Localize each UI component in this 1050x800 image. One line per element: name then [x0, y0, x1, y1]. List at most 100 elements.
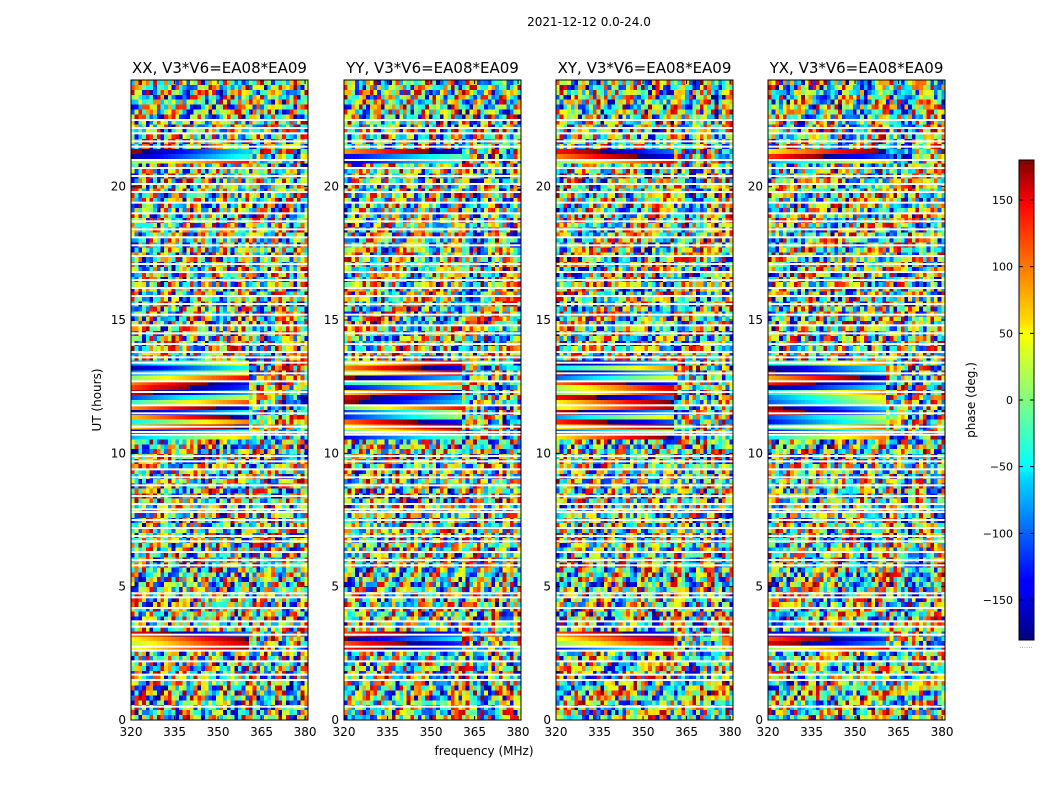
- phase-raster-yy: [344, 80, 521, 720]
- y-tick-label: 20: [536, 180, 551, 194]
- flagged-row-35: [131, 372, 308, 375]
- flagged-row-20: [768, 508, 945, 511]
- flagged-row-61: [768, 145, 945, 148]
- x-tick-label: 365: [675, 725, 698, 739]
- flagged-row-12: [768, 564, 945, 567]
- y-tick-label: 10: [536, 446, 551, 460]
- flagged-row-45: [768, 287, 945, 289]
- flagged-row-17: [344, 527, 521, 529]
- flagged-row-48: [344, 263, 521, 265]
- flagged-row-5: [131, 645, 308, 648]
- flagged-row-35: [344, 372, 521, 375]
- flagged-row-31: [344, 412, 521, 415]
- flagged-row-47: [131, 271, 308, 273]
- flagged-row-10: [344, 596, 521, 599]
- flagged-row-65: [768, 119, 945, 121]
- flagged-row-46: [556, 279, 733, 281]
- flagged-row-56: [768, 191, 945, 193]
- flagged-row-55: [768, 201, 945, 204]
- flagged-row-41: [344, 324, 521, 327]
- panel-xx: XX, V3*V6=EA08*EA09 320 335 350 365 380 0 5 10 15…: [111, 59, 317, 739]
- flagged-row-24: [556, 476, 733, 479]
- flagged-row-39: [768, 343, 945, 345]
- flagged-row-45: [556, 287, 733, 289]
- flagged-row-10: [556, 596, 733, 599]
- flagged-row-24: [131, 476, 308, 479]
- flagged-row-30: [768, 425, 945, 428]
- flagged-row-1: [131, 679, 308, 681]
- flagged-row-32: [556, 404, 733, 407]
- flagged-row-59: [556, 167, 733, 169]
- flagged-row-52: [556, 228, 733, 231]
- flagged-row-48: [768, 263, 945, 265]
- flagged-row-14: [556, 551, 733, 553]
- flagged-row-44: [768, 295, 945, 297]
- flagged-row-30: [131, 425, 308, 428]
- flagged-row-1: [556, 679, 733, 681]
- flagged-row-14: [344, 551, 521, 553]
- flagged-row-47: [556, 271, 733, 273]
- x-tick-label: 335: [163, 725, 186, 739]
- flagged-row-11: [344, 592, 521, 595]
- flagged-row-6: [344, 633, 521, 636]
- flagged-row-62: [131, 140, 308, 143]
- flagged-row-14: [768, 551, 945, 553]
- y-tick-label: 5: [755, 580, 763, 594]
- x-tick-label: 335: [376, 725, 399, 739]
- flagged-row-63: [344, 132, 521, 135]
- x-tick-label: 335: [800, 725, 823, 739]
- flagged-row-8: [556, 620, 733, 623]
- flagged-row-41: [556, 324, 733, 327]
- flagged-row-48: [131, 263, 308, 265]
- flagged-row-62: [344, 140, 521, 143]
- flagged-row-15: [131, 540, 308, 543]
- panel-xy: XY, V3*V6=EA08*EA09 320 335 350 365 380 0 5 10 15…: [536, 59, 742, 739]
- x-tick-label: 320: [757, 725, 780, 739]
- flagged-row-17: [768, 527, 945, 529]
- flagged-row-8: [131, 620, 308, 623]
- flagged-row-13: [344, 559, 521, 561]
- flagged-row-57: [768, 183, 945, 185]
- flagged-row-24: [768, 476, 945, 479]
- flagged-row-38: [131, 351, 308, 353]
- flagged-row-54: [344, 212, 521, 215]
- flagged-row-59: [131, 167, 308, 169]
- flagged-row-6: [556, 633, 733, 636]
- flagged-row-53: [768, 220, 945, 223]
- flagged-row-53: [556, 220, 733, 223]
- flagged-row-55: [556, 201, 733, 204]
- flagged-row-13: [131, 559, 308, 561]
- flagged-row-22: [344, 495, 521, 497]
- flagged-row-54: [131, 212, 308, 215]
- panel-title-xy: XY, V3*V6=EA08*EA09: [558, 59, 732, 77]
- phase-raster-xx: [131, 80, 308, 720]
- flagged-row-51: [131, 236, 308, 239]
- flagged-row-50: [556, 244, 733, 247]
- flagged-row-15: [768, 540, 945, 543]
- flagged-row-40: [344, 332, 521, 335]
- y-tick-label: 5: [543, 580, 551, 594]
- flagged-row-3: [344, 660, 521, 663]
- flagged-row-2: [556, 673, 733, 676]
- flagged-row-31: [768, 412, 945, 415]
- flagged-row-49: [556, 255, 733, 257]
- flagged-row-50: [344, 244, 521, 247]
- panel-title-yy: YY, V3*V6=EA08*EA09: [345, 59, 519, 77]
- colorbar-under-label: ......: [1019, 642, 1032, 650]
- flagged-row-19: [768, 511, 945, 513]
- x-tick-label: 380: [507, 725, 530, 739]
- flagged-row-19: [344, 511, 521, 513]
- flagged-row-21: [768, 503, 945, 505]
- flagged-row-10: [768, 596, 945, 599]
- flagged-row-65: [344, 119, 521, 121]
- flagged-row-43: [344, 303, 521, 305]
- panel-yy: YY, V3*V6=EA08*EA09 320 335 350 365 380 0 5 10 15…: [324, 59, 530, 739]
- flagged-row-64: [768, 127, 945, 129]
- flagged-row-14: [131, 551, 308, 553]
- flagged-row-57: [131, 183, 308, 185]
- colorbar-tick-label: 0: [1006, 394, 1013, 407]
- flagged-row-2: [131, 673, 308, 676]
- y-tick-label: 10: [111, 446, 126, 460]
- flagged-row-43: [131, 303, 308, 305]
- flagged-row-60: [556, 159, 733, 161]
